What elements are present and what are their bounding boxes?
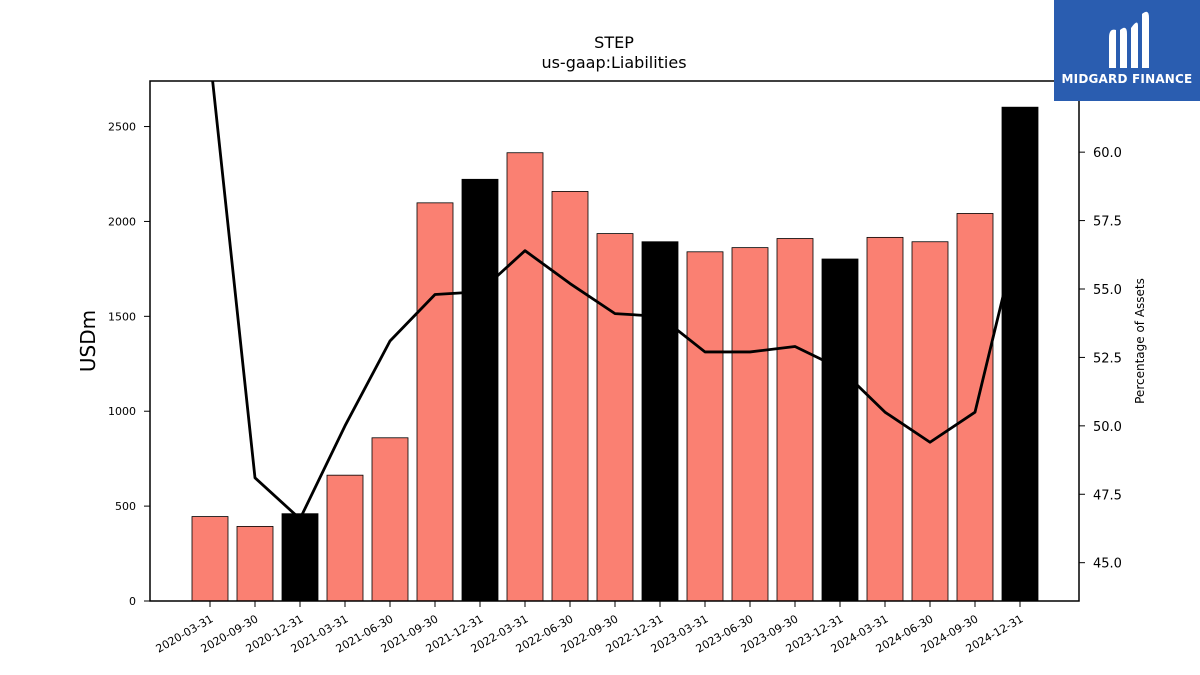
y2-axis-label: Percentage of Assets	[1133, 278, 1147, 404]
chart-subtitle: us-gaap:Liabilities	[541, 53, 686, 72]
bar-2021-09-30	[416, 202, 454, 602]
bar-2024-06-30	[911, 241, 949, 602]
y2-tick-label: 50.0	[1093, 420, 1122, 435]
bar-2023-06-30	[731, 247, 769, 602]
y-axis-right: 45.0 47.5 50.0 52.5 55.0 57.5 60.0	[1079, 146, 1122, 572]
y-axis-label: USDm	[76, 310, 100, 372]
logo-mark-icon	[1109, 11, 1149, 69]
bar-2020-12-31	[281, 513, 319, 602]
bar-2021-12-31	[461, 178, 499, 602]
bar-2024-12-31	[1001, 106, 1039, 602]
y2-tick-label: 47.5	[1093, 488, 1122, 503]
y2-tick-label: 55.0	[1093, 283, 1122, 298]
bar-2021-03-31	[326, 474, 364, 602]
bar-2020-09-30	[236, 526, 274, 602]
bar-2021-06-30	[371, 437, 409, 602]
y-tick-label: 2000	[108, 215, 136, 228]
bar-2020-03-31	[191, 516, 229, 602]
bar-2022-03-31	[506, 152, 544, 602]
y2-tick-label: 60.0	[1093, 146, 1122, 161]
bar-2022-12-31	[641, 241, 679, 602]
y-tick-label: 2500	[108, 121, 136, 134]
y-tick-label: 0	[129, 595, 136, 608]
logo-text: MIDGARD FINANCE	[1061, 72, 1193, 86]
line-group	[211, 81, 1022, 521]
bar-2023-03-31	[686, 251, 724, 602]
y-axis-left: 0 500 1000 1500 2000 2500	[108, 121, 150, 608]
chart-title: STEP	[594, 33, 634, 52]
brand-logo: MIDGARD FINANCE	[1054, 0, 1200, 101]
y2-tick-label: 45.0	[1093, 557, 1122, 572]
bars-group	[191, 106, 1039, 602]
y2-tick-label: 57.5	[1093, 215, 1122, 230]
bar-2023-12-31	[821, 258, 859, 602]
y2-tick-label: 52.5	[1093, 351, 1122, 366]
line-series-percentage-of-assets	[211, 81, 1022, 521]
y-tick-label: 500	[115, 500, 136, 513]
bar-2022-09-30	[596, 233, 634, 602]
y-tick-label: 1500	[108, 310, 136, 323]
bar-2022-06-30	[551, 191, 589, 602]
x-axis: 2020-03-312020-09-302020-12-312021-03-31…	[154, 601, 1026, 656]
y-tick-label: 1000	[108, 405, 136, 418]
bar-2023-09-30	[776, 238, 814, 602]
